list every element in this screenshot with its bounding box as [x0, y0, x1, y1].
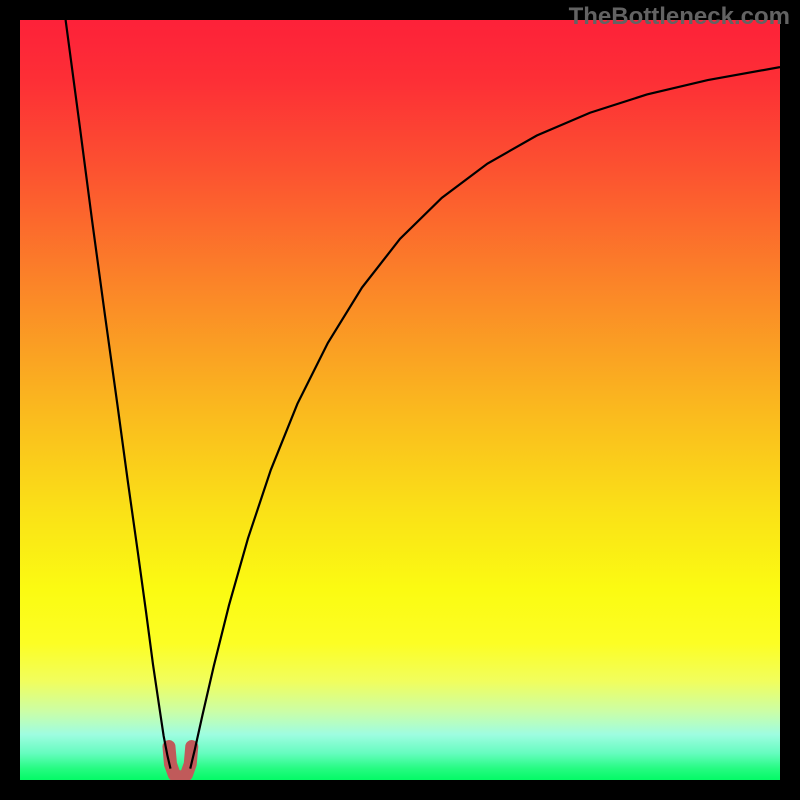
chart-background [20, 20, 780, 780]
chart-plot-area [20, 20, 780, 780]
chart-svg [20, 20, 780, 780]
watermark-label: TheBottleneck.com [569, 3, 790, 31]
